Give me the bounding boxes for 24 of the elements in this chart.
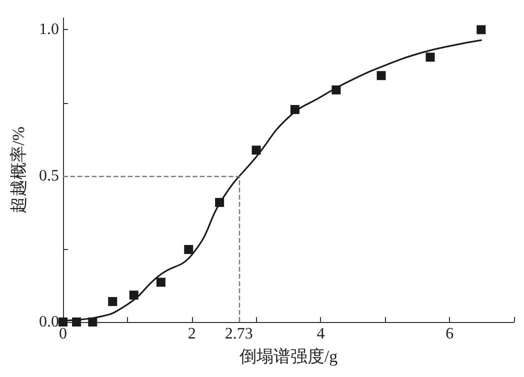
point [58,318,68,326]
point [215,198,224,207]
x-tick-label: 4 [316,326,325,342]
x-axis-title: 倒塌谱强度/g [239,347,338,366]
point [476,25,486,34]
point [332,85,341,94]
x-tick-label: 2 [188,326,196,342]
x-tick-label: 2.73 [224,326,253,342]
point [290,104,300,114]
y-tick-label: 0.5 [39,167,59,184]
point [184,245,194,254]
point [252,146,261,155]
point [88,318,98,326]
point [129,290,138,300]
y-tick-label: 1.0 [39,21,59,38]
x-tick-label: 0 [59,326,67,342]
x-tick-label: 6 [446,326,454,342]
point [156,278,166,287]
point [72,318,82,326]
point [426,52,435,62]
point [108,297,118,306]
y-axis-title: 超越概率/% [9,126,28,214]
point [376,71,386,80]
y-tick-label: 0.0 [39,314,59,330]
